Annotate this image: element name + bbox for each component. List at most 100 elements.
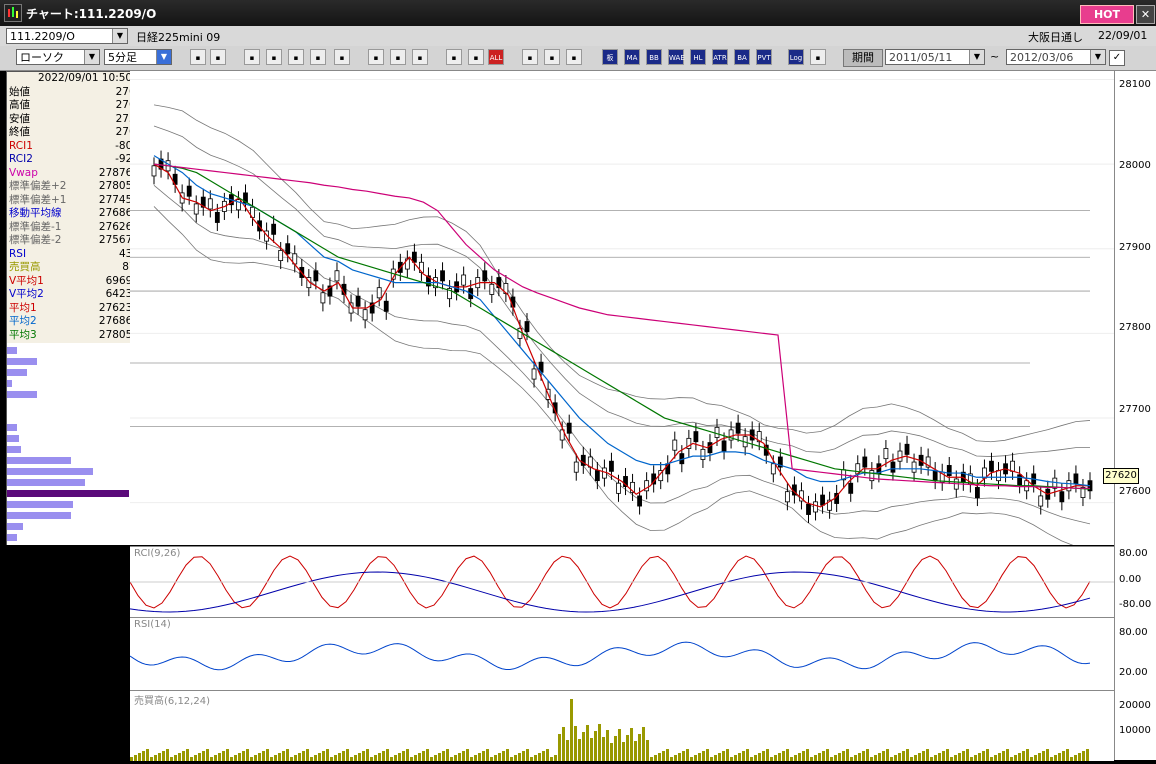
chevron-down-icon[interactable]: ▼ bbox=[84, 50, 99, 64]
toolbar-button-ATR[interactable]: ATR bbox=[712, 49, 728, 65]
search-icon[interactable]: ▪ bbox=[190, 49, 206, 65]
instrument-name: 日経225mini 09 bbox=[136, 31, 221, 44]
volume-bar bbox=[530, 757, 533, 761]
chevron-down-icon[interactable]: ▼ bbox=[156, 50, 171, 64]
volume-profile-bar bbox=[7, 358, 37, 365]
chart-icon[interactable]: ▪ bbox=[288, 49, 304, 65]
hot-button[interactable]: HOT bbox=[1080, 5, 1134, 24]
period-checkbox[interactable]: ✓ bbox=[1109, 50, 1125, 66]
volume-profile-bar bbox=[7, 369, 27, 376]
volume-bar bbox=[838, 753, 841, 761]
volume-bar bbox=[746, 749, 749, 761]
panel-key: Vwap bbox=[9, 166, 38, 179]
volume-bar bbox=[378, 753, 381, 761]
volume-bar bbox=[262, 751, 265, 761]
chevron-down-icon[interactable]: ▼ bbox=[1090, 50, 1105, 64]
interval-select[interactable]: 5分足 ▼ bbox=[104, 49, 172, 65]
candle-body bbox=[1073, 473, 1079, 485]
candle-body bbox=[376, 287, 382, 299]
toolbar-button-MA[interactable]: MA bbox=[624, 49, 640, 65]
candle-body bbox=[552, 402, 558, 414]
tool2-icon[interactable]: ▪ bbox=[544, 49, 560, 65]
palette-icon[interactable]: ▪ bbox=[566, 49, 582, 65]
main-price-chart[interactable] bbox=[130, 71, 1114, 552]
volume-profile-bar bbox=[7, 479, 85, 486]
axis-tick-label: 27700 bbox=[1119, 404, 1151, 415]
chevron-down-icon[interactable]: ▼ bbox=[112, 29, 127, 43]
close-icon[interactable]: ✕ bbox=[1136, 5, 1155, 24]
volume-panel[interactable]: 売買高(6,12,24) bbox=[130, 690, 1114, 761]
toolbar-button-WAE[interactable]: WAE bbox=[668, 49, 685, 65]
volume-bar bbox=[330, 757, 333, 761]
cursor-icon[interactable]: ▪ bbox=[390, 49, 406, 65]
candle-body bbox=[714, 426, 720, 438]
toolbar-button-ALL[interactable]: ALL bbox=[488, 49, 504, 65]
date-from-input[interactable]: 2011/05/11 ▼ bbox=[885, 49, 985, 65]
rsi-panel[interactable]: RSI(14) bbox=[129, 617, 1114, 690]
exit-icon[interactable]: ▪ bbox=[810, 49, 826, 65]
magnify-icon[interactable]: ▪ bbox=[266, 49, 282, 65]
candle-body bbox=[672, 439, 678, 451]
volume-bar bbox=[758, 753, 761, 761]
candle-body bbox=[946, 465, 952, 476]
price-axis: 28100 28000 27900 27800 27700 27600 80.00 0.00 -… bbox=[1114, 71, 1156, 760]
window-title: チャート:111.2209/O bbox=[26, 7, 157, 21]
toolbar-button-PVT[interactable]: PVT bbox=[756, 49, 772, 65]
tool-icon[interactable]: ▪ bbox=[244, 49, 260, 65]
chart-type-select[interactable]: ローソク ▼ bbox=[16, 49, 100, 65]
candle-body bbox=[200, 196, 206, 208]
axis-tick-label: 28100 bbox=[1119, 79, 1151, 90]
volume-bar bbox=[962, 751, 965, 761]
gear-icon[interactable]: ▪ bbox=[522, 49, 538, 65]
lock-icon[interactable]: ▪ bbox=[334, 49, 350, 65]
volume-bar bbox=[690, 757, 693, 761]
candle-body bbox=[1010, 460, 1015, 472]
volume-bar bbox=[294, 755, 297, 761]
volume-bar bbox=[562, 727, 565, 761]
volume-bar bbox=[134, 755, 137, 761]
volume-bar bbox=[994, 755, 997, 761]
toolbar-button-BB[interactable]: BB bbox=[646, 49, 662, 65]
candle2-icon[interactable]: ▪ bbox=[468, 49, 484, 65]
arrow-icon[interactable]: ▪ bbox=[412, 49, 428, 65]
volume-bar bbox=[594, 731, 597, 761]
volume-profile bbox=[6, 343, 131, 545]
candle-body bbox=[644, 480, 650, 492]
volume-bar bbox=[234, 755, 237, 761]
rsi-line bbox=[129, 641, 1091, 671]
date-to-input[interactable]: 2012/03/06 ▼ bbox=[1006, 49, 1106, 65]
period-button[interactable]: 期間 bbox=[843, 49, 883, 67]
volume-bar bbox=[306, 749, 309, 761]
candle-body bbox=[313, 270, 319, 282]
rci-panel[interactable]: RCI(9,26) bbox=[129, 546, 1114, 617]
pen-icon[interactable]: ▪ bbox=[368, 49, 384, 65]
candle-icon[interactable]: ▪ bbox=[446, 49, 462, 65]
candle-body bbox=[820, 494, 825, 506]
volume-bar bbox=[1006, 749, 1009, 761]
candle-body bbox=[426, 275, 431, 287]
panel-key: RSI bbox=[9, 247, 27, 260]
volume-profile-bar bbox=[7, 512, 71, 519]
candle-body bbox=[489, 283, 495, 295]
volume-bar bbox=[494, 755, 497, 761]
panel-key: V平均1 bbox=[9, 274, 44, 287]
volume-bar bbox=[582, 732, 585, 761]
symbol-input[interactable]: 111.2209/O ▼ bbox=[6, 28, 128, 44]
toolbar-button-Log[interactable]: Log bbox=[788, 49, 804, 65]
volume-bar bbox=[938, 753, 941, 761]
candle-body bbox=[573, 461, 579, 473]
crosshair-icon[interactable]: ▪ bbox=[210, 49, 226, 65]
volume-bar bbox=[842, 751, 845, 761]
toolbar-button-板[interactable]: 板 bbox=[602, 49, 618, 65]
toolbar: ローソク ▼ 5分足 ▼ ▪ ▪ ▪ ▪ ▪ ▪ ▪ ▪ ▪ ▪ ▪ ▪ ALL ▪ ▪ ▪ 板 MA BB WAE H… bbox=[0, 46, 1156, 71]
volume-bar bbox=[382, 751, 385, 761]
toolbar-button-BA[interactable]: BA bbox=[734, 49, 750, 65]
axis-tick-label: 28000 bbox=[1119, 160, 1151, 171]
volume-bar bbox=[354, 755, 357, 761]
volume-bar bbox=[482, 751, 485, 761]
chevron-down-icon[interactable]: ▼ bbox=[969, 50, 984, 64]
toolbar-button-HL[interactable]: HL bbox=[690, 49, 706, 65]
volume-bar bbox=[1074, 755, 1077, 761]
volume-bar bbox=[178, 753, 181, 761]
grid-icon[interactable]: ▪ bbox=[310, 49, 326, 65]
